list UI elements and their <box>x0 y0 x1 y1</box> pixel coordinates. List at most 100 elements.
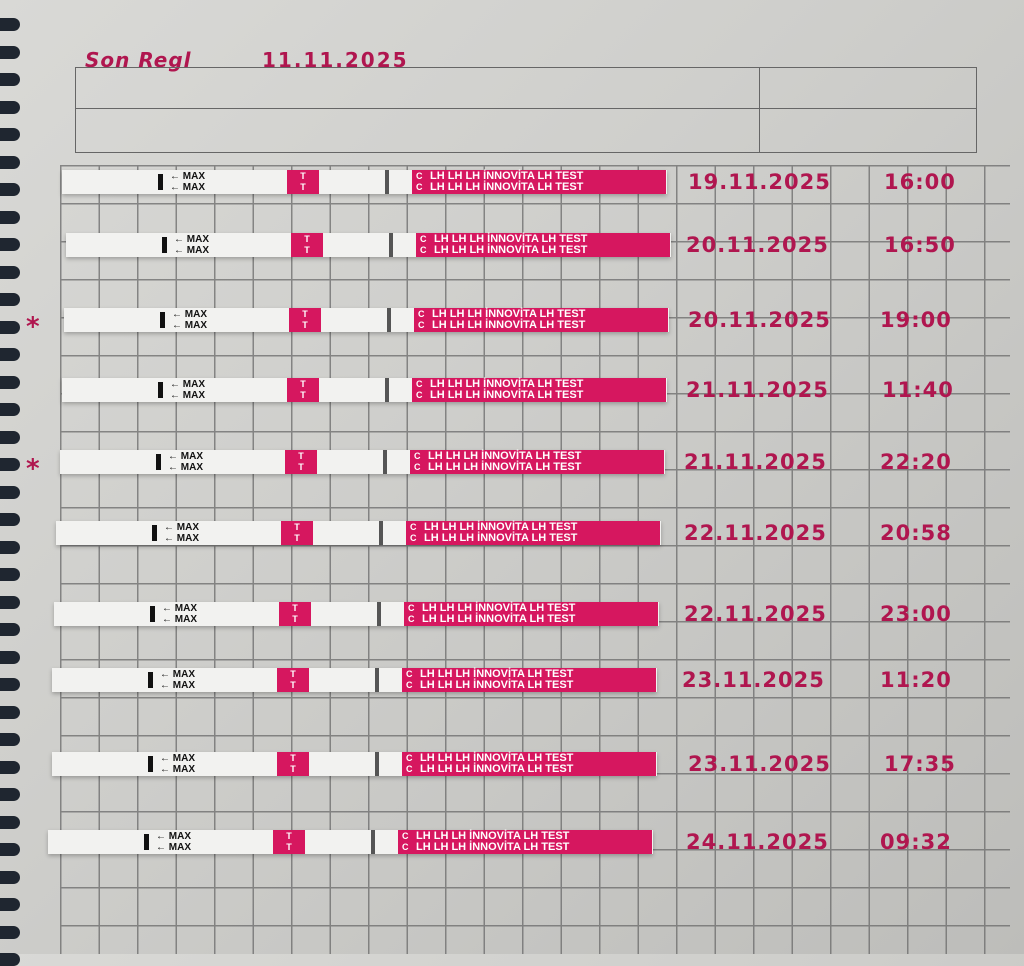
lh-test-strip: ← MAX ← MAX T T C LH LH LH İNNOVİTA LH TEST C L… <box>62 378 667 402</box>
max-line-mark <box>162 237 167 253</box>
spiral-ring <box>0 595 20 609</box>
spiral-ring <box>0 320 20 334</box>
control-line <box>371 830 375 854</box>
strip-brand-label: C LH LH LH İNNOVİTA LH TEST C LH LH LH İNNO… <box>402 668 656 692</box>
spiral-ring <box>0 623 20 636</box>
spiral-ring <box>0 403 20 416</box>
test-time: 16:50 <box>884 233 956 257</box>
test-time: 11:20 <box>880 668 952 692</box>
lh-test-strip: ← MAX ← MAX T T C LH LH LH İNNOVİTA LH TEST C L… <box>60 450 665 474</box>
control-line <box>389 233 393 257</box>
spiral-ring <box>0 238 20 251</box>
strip-brand-label: C LH LH LH İNNOVİTA LH TEST C LH LH LH İNNO… <box>406 521 660 545</box>
spiral-ring <box>0 815 20 829</box>
spiral-ring <box>0 650 20 664</box>
star-mark: * <box>26 454 40 484</box>
max-line-mark <box>152 525 157 541</box>
lh-test-strip: ← MAX ← MAX T T C LH LH LH İNNOVİTA LH TEST C L… <box>64 308 669 332</box>
control-line <box>379 521 383 545</box>
strip-brand-label: C LH LH LH İNNOVİTA LH TEST C LH LH LH İNNO… <box>412 170 666 194</box>
spiral-ring <box>0 128 20 141</box>
control-line <box>383 450 387 474</box>
spiral-ring <box>0 870 20 884</box>
spiral-ring <box>0 183 20 196</box>
max-line-mark <box>144 834 149 850</box>
max-arrow-label: ← MAX ← MAX <box>170 171 206 193</box>
max-line-mark <box>148 756 153 772</box>
lh-test-strip: ← MAX ← MAX T T C LH LH LH İNNOVİTA LH TEST C L… <box>54 602 659 626</box>
control-line <box>385 378 389 402</box>
lh-test-strip: ← MAX ← MAX T T C LH LH LH İNNOVİTA LH TEST C L… <box>56 521 661 545</box>
table-divider <box>76 108 976 109</box>
test-date: 23.11.2025 <box>682 668 825 692</box>
spiral-ring <box>0 733 20 746</box>
max-line-mark <box>150 606 155 622</box>
control-line <box>377 602 381 626</box>
lh-test-strip: ← MAX ← MAX T T C LH LH LH İNNOVİTA LH TEST C L… <box>48 830 653 854</box>
strip-brand-label: C LH LH LH İNNOVİTA LH TEST C LH LH LH İNNO… <box>404 602 658 626</box>
spiral-ring <box>0 843 20 856</box>
spiral-ring <box>0 458 20 471</box>
spiral-ring <box>0 898 20 911</box>
max-arrow-label: ← MAX ← MAX <box>160 753 196 775</box>
test-time: 16:00 <box>884 170 956 194</box>
test-date: 23.11.2025 <box>688 752 831 776</box>
max-line-mark <box>158 174 163 190</box>
lh-test-strip: ← MAX ← MAX T T C LH LH LH İNNOVİTA LH TEST C L… <box>62 170 667 194</box>
test-date: 21.11.2025 <box>684 450 827 474</box>
test-date: 20.11.2025 <box>686 233 829 257</box>
max-arrow-label: ← MAX ← MAX <box>162 603 198 625</box>
control-line <box>385 170 389 194</box>
notebook-grid <box>60 165 1010 954</box>
strip-brand-label: C LH LH LH İNNOVİTA LH TEST C LH LH LH İNNO… <box>402 752 656 776</box>
max-arrow-label: ← MAX ← MAX <box>172 309 208 331</box>
spiral-ring <box>0 485 20 499</box>
strip-brand-label: C LH LH LH İNNOVİTA LH TEST C LH LH LH İNNO… <box>412 378 666 402</box>
test-time: 20:58 <box>880 521 952 545</box>
test-time: 22:20 <box>880 450 952 474</box>
strip-brand-label: C LH LH LH İNNOVİTA LH TEST C LH LH LH İNNO… <box>414 308 668 332</box>
test-date: 22.11.2025 <box>684 602 827 626</box>
max-arrow-label: ← MAX ← MAX <box>170 379 206 401</box>
spiral-ring <box>0 788 20 801</box>
max-arrow-label: ← MAX ← MAX <box>160 669 196 691</box>
lh-test-strip: ← MAX ← MAX T T C LH LH LH İNNOVİTA LH TEST C L… <box>52 752 657 776</box>
spiral-ring <box>0 45 20 59</box>
max-arrow-label: ← MAX ← MAX <box>156 831 192 853</box>
test-time: 19:00 <box>880 308 952 332</box>
test-date: 22.11.2025 <box>684 521 827 545</box>
strip-brand-label: C LH LH LH İNNOVİTA LH TEST C LH LH LH İNNO… <box>416 233 670 257</box>
star-mark: * <box>26 312 40 342</box>
header-table <box>75 67 977 153</box>
control-line <box>375 668 379 692</box>
spiral-ring <box>0 568 20 581</box>
spiral-ring <box>0 430 20 444</box>
test-date: 20.11.2025 <box>688 308 831 332</box>
spiral-ring <box>0 73 20 86</box>
max-line-mark <box>160 312 165 328</box>
notebook-spiral <box>0 0 30 966</box>
last-period-label: Son Regl <box>85 48 192 72</box>
spiral-ring <box>0 210 20 224</box>
spiral-ring <box>0 760 20 774</box>
max-line-mark <box>148 672 153 688</box>
lh-test-strip: ← MAX ← MAX T T C LH LH LH İNNOVİTA LH TEST C L… <box>52 668 657 692</box>
spiral-ring <box>0 348 20 361</box>
last-period-date: 11.11.2025 <box>262 48 409 72</box>
max-arrow-label: ← MAX ← MAX <box>164 522 200 544</box>
spiral-ring <box>0 265 20 279</box>
spiral-ring <box>0 540 20 554</box>
test-date: 21.11.2025 <box>686 378 829 402</box>
spiral-ring <box>0 293 20 306</box>
spiral-ring <box>0 953 20 966</box>
max-arrow-label: ← MAX ← MAX <box>174 234 210 256</box>
test-date: 24.11.2025 <box>686 830 829 854</box>
control-line <box>375 752 379 776</box>
